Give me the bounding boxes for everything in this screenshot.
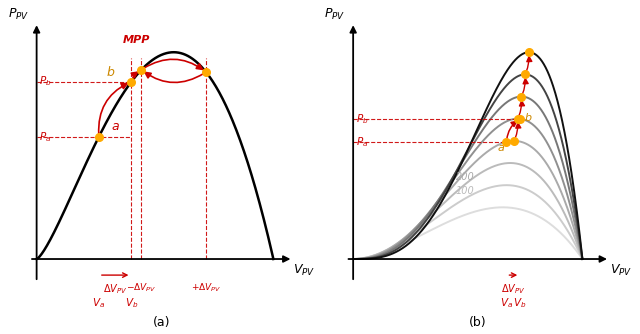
- Text: $+\Delta V_{PV}$: $+\Delta V_{PV}$: [191, 282, 221, 295]
- Text: $b$: $b$: [524, 111, 532, 123]
- Text: $P_a$: $P_a$: [39, 130, 51, 144]
- Text: $P_b$: $P_b$: [356, 112, 368, 126]
- Text: $V_{PV}$: $V_{PV}$: [610, 263, 632, 278]
- Text: $V_a$: $V_a$: [500, 296, 513, 310]
- Text: (a): (a): [152, 316, 170, 329]
- Text: (b): (b): [469, 316, 486, 329]
- Text: MPP: MPP: [123, 35, 150, 45]
- Text: $P_b$: $P_b$: [39, 74, 52, 89]
- Text: $\Delta V_{PV}$: $\Delta V_{PV}$: [501, 282, 525, 296]
- Text: $P_{PV}$: $P_{PV}$: [8, 7, 29, 22]
- Text: $P_{PV}$: $P_{PV}$: [324, 7, 346, 22]
- Text: $-\Delta V_{PV}$: $-\Delta V_{PV}$: [126, 282, 157, 295]
- Text: $V_a$: $V_a$: [92, 296, 106, 310]
- Text: $b$: $b$: [106, 65, 116, 79]
- Text: 100: 100: [456, 186, 475, 196]
- Text: $V_b$: $V_b$: [125, 296, 138, 310]
- Text: $V_{PV}$: $V_{PV}$: [293, 263, 316, 278]
- Text: $\Delta V_{PV}$: $\Delta V_{PV}$: [103, 282, 127, 296]
- Text: $P_a$: $P_a$: [356, 135, 368, 149]
- Text: 200: 200: [456, 172, 475, 182]
- Text: $V_b$: $V_b$: [513, 296, 527, 310]
- Text: $a$: $a$: [497, 143, 504, 153]
- Text: $a$: $a$: [111, 120, 120, 133]
